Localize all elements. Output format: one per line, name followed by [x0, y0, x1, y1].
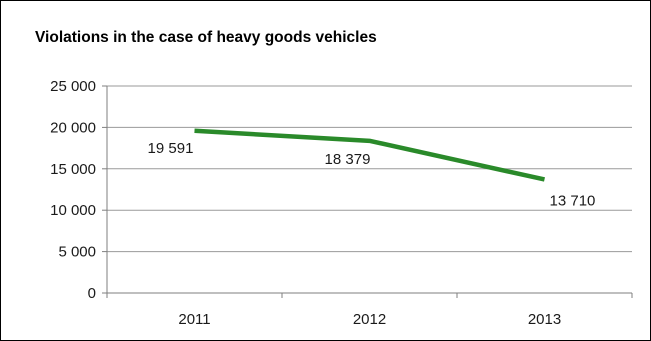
x-tick-label: 2013	[528, 311, 561, 328]
data-label: 13 710	[550, 192, 596, 209]
x-axis-ticks: 2011 2012 2013	[106, 293, 633, 328]
y-tick-label: 10 000	[50, 202, 96, 219]
series	[194, 128, 545, 182]
y-tick-label: 15 000	[50, 161, 96, 178]
data-label: 18 379	[325, 151, 371, 168]
y-tick-label: 20 000	[50, 119, 96, 136]
axes	[106, 86, 632, 294]
y-axis-ticks: 0 5 000 10 000 15 000 20 000 25 000	[50, 78, 107, 302]
y-tick-label: 5 000	[58, 244, 96, 261]
data-label: 19 591	[148, 140, 194, 157]
data-labels: 19 591 18 379 13 710	[148, 140, 596, 210]
gridlines	[107, 85, 632, 253]
y-tick-label: 0	[88, 285, 96, 302]
x-tick-label: 2012	[353, 311, 386, 328]
chart-title: Violations in the case of heavy goods ve…	[35, 29, 377, 46]
x-tick-label: 2011	[178, 311, 210, 328]
y-tick-label: 25 000	[50, 78, 96, 95]
